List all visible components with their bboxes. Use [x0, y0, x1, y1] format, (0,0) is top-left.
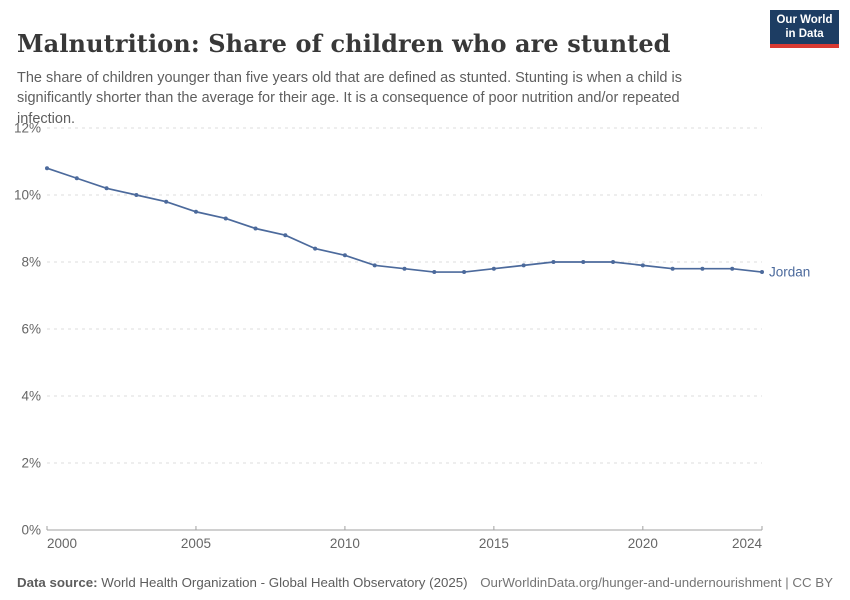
y-tick-label: 8% — [21, 255, 41, 270]
data-point[interactable] — [581, 260, 586, 264]
owid-logo-line1: Our World — [776, 13, 833, 26]
data-point[interactable] — [74, 176, 79, 181]
data-point[interactable] — [45, 166, 49, 171]
x-tick-label: 2020 — [628, 536, 658, 551]
x-tick-label: 2010 — [330, 536, 360, 551]
data-point[interactable] — [432, 270, 437, 275]
data-source-text: World Health Organization - Global Healt… — [97, 575, 468, 590]
data-point[interactable] — [372, 263, 377, 268]
data-point[interactable] — [253, 226, 258, 231]
data-source-label: Data source: — [17, 575, 98, 590]
data-point[interactable] — [670, 266, 675, 271]
data-point[interactable] — [462, 270, 467, 275]
chart-footer: Data source: World Health Organization -… — [17, 575, 833, 590]
data-point[interactable] — [611, 260, 616, 264]
x-tick-label: 2015 — [479, 536, 509, 551]
data-point[interactable] — [640, 263, 645, 268]
data-point[interactable] — [730, 266, 735, 271]
y-tick-label: 10% — [14, 188, 41, 203]
series-end-label[interactable]: Jordan — [769, 265, 810, 280]
chart-subtitle: The share of children younger than five … — [17, 69, 682, 127]
y-tick-label: 0% — [21, 523, 41, 538]
x-tick-label: 2024 — [732, 536, 763, 551]
y-tick-label: 4% — [21, 389, 41, 404]
y-tick-label: 12% — [14, 121, 41, 136]
data-point[interactable] — [223, 216, 228, 221]
x-tick-label: 2005 — [181, 536, 211, 551]
data-point[interactable] — [193, 209, 198, 214]
data-point[interactable] — [134, 193, 139, 197]
data-point[interactable] — [521, 263, 526, 268]
series-line[interactable] — [46, 167, 763, 273]
data-point[interactable] — [760, 270, 764, 275]
owid-url-license-link[interactable]: OurWorldinData.org/hunger-and-undernouri… — [480, 575, 833, 590]
data-point[interactable] — [700, 266, 705, 271]
data-point[interactable] — [164, 199, 169, 204]
y-tick-label: 2% — [21, 456, 41, 471]
data-point[interactable] — [551, 260, 556, 264]
page-title: Malnutrition: Share of children who are … — [17, 29, 671, 59]
data-point[interactable] — [104, 186, 109, 191]
x-tick-label: 2000 — [47, 536, 77, 551]
data-point[interactable] — [283, 233, 288, 238]
data-point[interactable] — [491, 266, 496, 271]
data-point[interactable] — [342, 253, 347, 258]
owid-logo[interactable]: Our World in Data — [770, 10, 839, 48]
data-source-note: Data source: World Health Organization -… — [17, 575, 468, 590]
chart-canvas: 0% 2% 4% 6% 8% 10% 12% 2000 2005 2010 2015 2020 2024… — [14, 121, 810, 552]
y-tick-label: 6% — [21, 322, 41, 337]
data-point[interactable] — [402, 266, 407, 271]
data-point[interactable] — [313, 246, 318, 251]
owid-logo-line2: in Data — [785, 28, 824, 40]
